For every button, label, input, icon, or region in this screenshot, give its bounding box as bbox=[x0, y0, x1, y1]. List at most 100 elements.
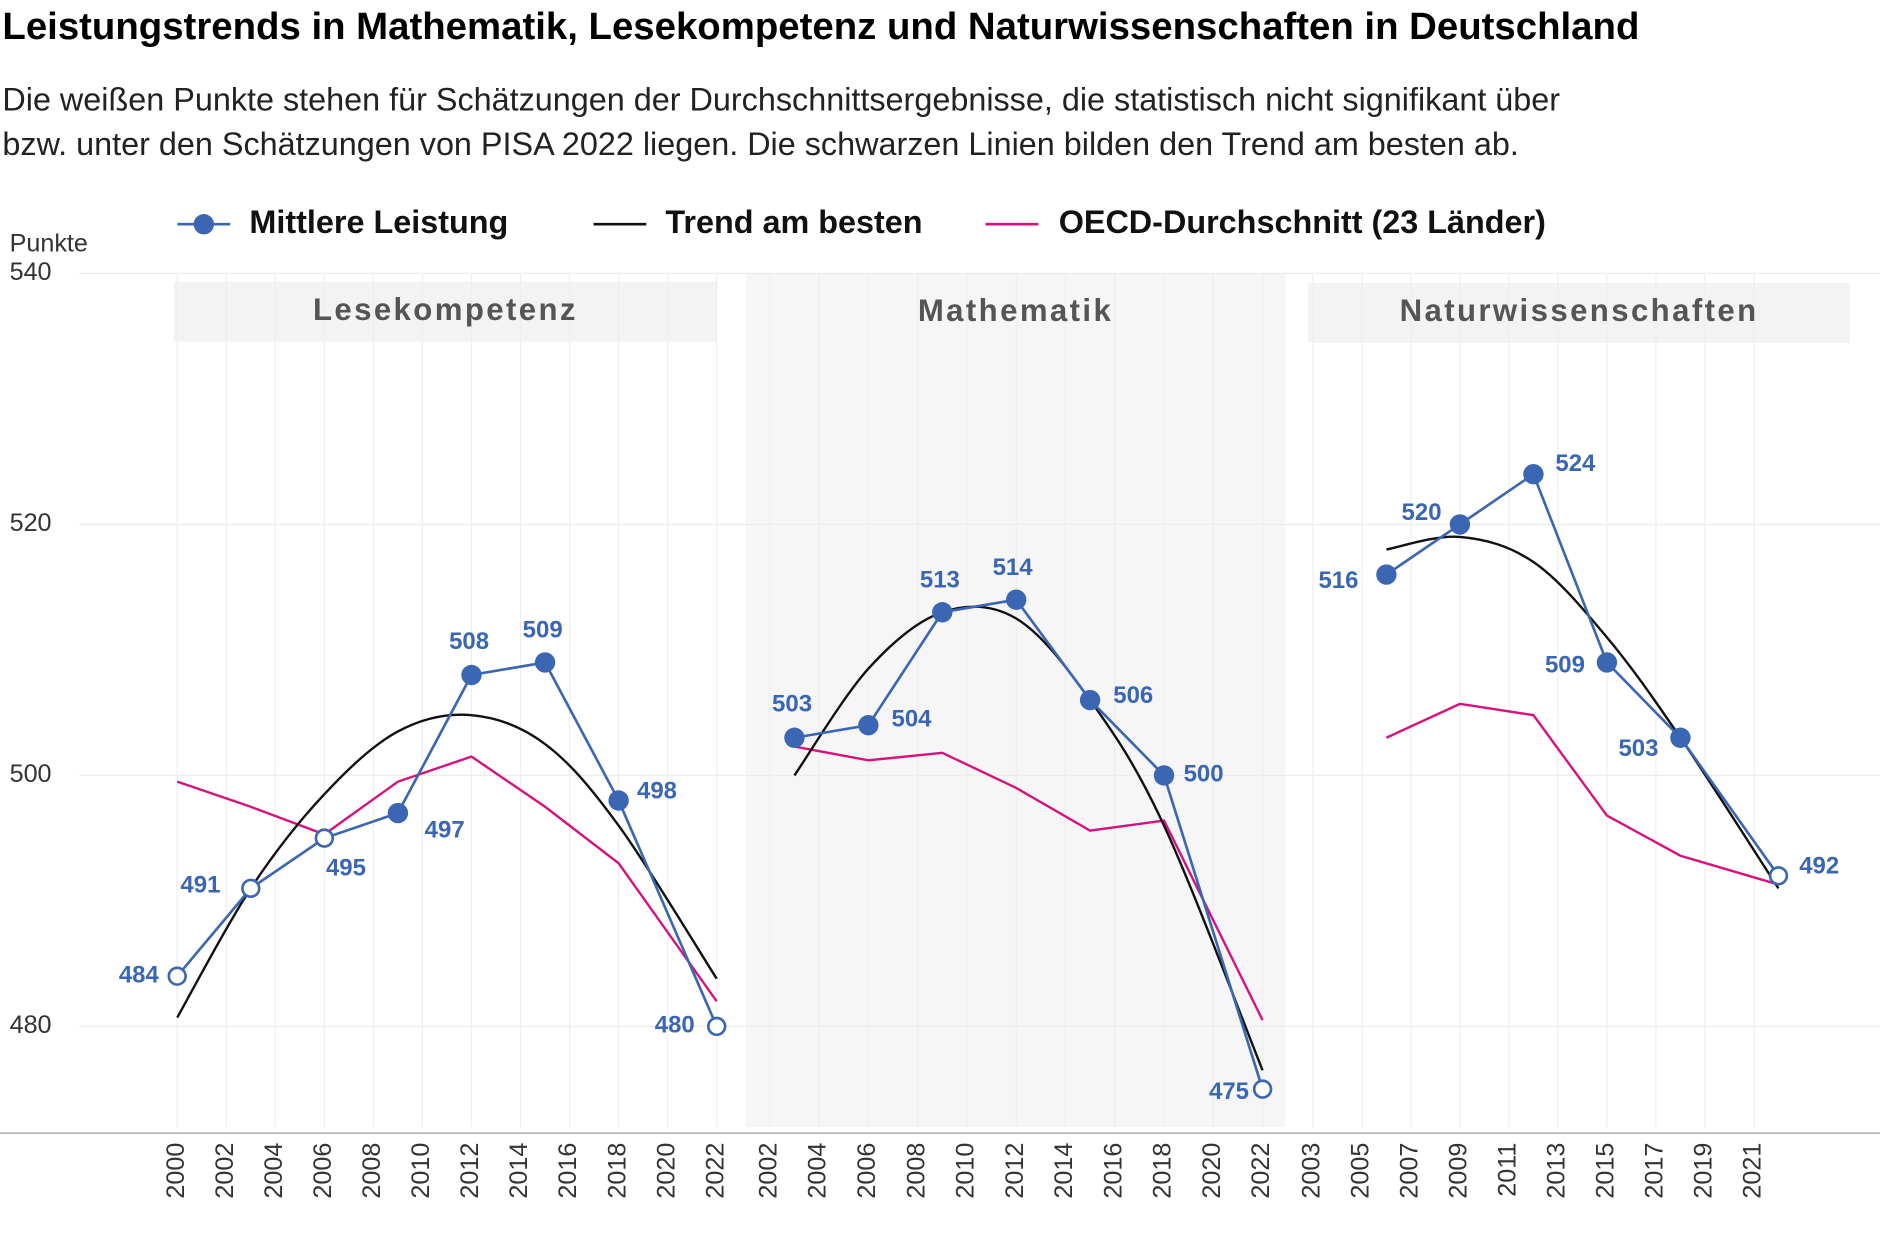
value-label: 500 bbox=[1184, 761, 1224, 788]
data-point bbox=[461, 664, 482, 686]
x-tick-label: 2005 bbox=[1347, 1143, 1375, 1199]
x-tick-label: 2008 bbox=[358, 1143, 386, 1199]
x-tick-label: 2006 bbox=[853, 1143, 881, 1199]
value-label: 524 bbox=[1555, 450, 1596, 477]
x-tick-label: 2004 bbox=[260, 1143, 288, 1199]
x-tick-label: 2014 bbox=[505, 1143, 533, 1199]
y-axis-label: Punkte bbox=[10, 229, 88, 257]
x-tick-label: 2002 bbox=[211, 1143, 239, 1199]
x-tick-label: 2012 bbox=[456, 1143, 484, 1199]
data-point bbox=[314, 828, 335, 848]
data-point bbox=[1670, 727, 1691, 748]
x-tick-label: 2010 bbox=[407, 1143, 435, 1199]
x-tick-label: 2014 bbox=[1050, 1143, 1078, 1199]
performance-line bbox=[1385, 472, 1780, 877]
x-tick-label: 2021 bbox=[1739, 1143, 1767, 1199]
value-label: 503 bbox=[772, 691, 812, 718]
legend-label: OECD-Durchschnitt (23 Länder) bbox=[1059, 204, 1546, 240]
x-tick-label: 2019 bbox=[1690, 1143, 1718, 1199]
value-label: 509 bbox=[1545, 651, 1585, 678]
value-label: 509 bbox=[523, 617, 563, 644]
value-label: 495 bbox=[326, 855, 366, 882]
data-point bbox=[608, 790, 629, 811]
oecd-line bbox=[176, 755, 718, 1002]
x-tick-label: 2017 bbox=[1641, 1143, 1669, 1199]
x-tick-label: 2012 bbox=[1001, 1143, 1029, 1199]
panel-title: Naturwissenschaften bbox=[1400, 293, 1759, 328]
x-tick-label: 2006 bbox=[309, 1143, 337, 1199]
value-label: 520 bbox=[1402, 499, 1442, 526]
data-point bbox=[1376, 564, 1397, 585]
x-tick-label: 2008 bbox=[902, 1143, 930, 1199]
performance-line bbox=[176, 660, 718, 1027]
value-label: 516 bbox=[1318, 567, 1358, 594]
data-point bbox=[1006, 589, 1027, 610]
value-label: 484 bbox=[119, 962, 160, 989]
x-tick-label: 2015 bbox=[1592, 1143, 1620, 1199]
legend-label: Mittlere Leistung bbox=[249, 204, 508, 240]
data-point bbox=[1596, 652, 1618, 673]
data-point bbox=[167, 966, 187, 986]
panel-title: Mathematik bbox=[918, 293, 1113, 328]
grid-layer bbox=[79, 272, 1880, 1128]
x-tick-label: 2020 bbox=[652, 1143, 680, 1199]
data-point bbox=[784, 727, 805, 748]
x-tick-label: 2003 bbox=[1298, 1143, 1326, 1199]
trend-line bbox=[1386, 535, 1780, 890]
value-label: 513 bbox=[920, 566, 960, 593]
y-tick-label: 520 bbox=[10, 509, 52, 537]
data-point bbox=[1252, 1079, 1273, 1099]
subtitle-line: Die weißen Punkte stehen für Schätzungen… bbox=[2, 81, 1560, 117]
y-tick-label: 480 bbox=[10, 1011, 52, 1039]
y-tick-label: 500 bbox=[10, 760, 52, 788]
panel-title: Lesekompetenz bbox=[313, 292, 578, 327]
legend-label: Trend am besten bbox=[665, 204, 922, 240]
data-point bbox=[858, 715, 879, 736]
x-tick-label: 2020 bbox=[1198, 1143, 1226, 1199]
x-tick-label: 2011 bbox=[1494, 1143, 1522, 1197]
x-tick-label: 2018 bbox=[603, 1143, 631, 1199]
value-label: 491 bbox=[180, 871, 220, 898]
value-label: 497 bbox=[425, 816, 465, 843]
value-label: 503 bbox=[1618, 735, 1658, 762]
background-layer bbox=[173, 273, 1851, 1128]
data-point bbox=[1079, 689, 1101, 711]
data-point bbox=[534, 652, 556, 673]
value-label: 514 bbox=[993, 554, 1034, 581]
data-point bbox=[707, 1016, 727, 1037]
data-point bbox=[932, 602, 953, 623]
x-tick-label: 2016 bbox=[1099, 1143, 1127, 1199]
data-point bbox=[241, 878, 261, 899]
chart-title: Leistungstrends in Mathematik, Lesekompe… bbox=[2, 5, 1639, 48]
value-label: 475 bbox=[1209, 1078, 1249, 1105]
x-tick-label: 2009 bbox=[1445, 1143, 1473, 1199]
value-label: 506 bbox=[1113, 682, 1153, 709]
trend-line bbox=[793, 605, 1264, 1071]
x-tick-label: 2010 bbox=[952, 1143, 980, 1199]
panel-strip bbox=[1308, 282, 1851, 343]
data-point bbox=[1449, 514, 1471, 535]
x-tick-label: 2016 bbox=[554, 1143, 582, 1199]
data-point bbox=[1153, 765, 1175, 786]
trend-line bbox=[176, 713, 718, 1019]
panel-strip bbox=[173, 281, 717, 342]
value-label: 504 bbox=[892, 706, 933, 733]
x-tick-label: 2002 bbox=[754, 1143, 782, 1199]
x-tick-label: 2013 bbox=[1543, 1143, 1571, 1199]
value-label: 492 bbox=[1799, 853, 1839, 880]
value-label: 508 bbox=[449, 628, 489, 655]
x-tick-label: 2022 bbox=[1247, 1143, 1275, 1199]
value-label: 498 bbox=[637, 777, 677, 804]
x-tick-label: 2004 bbox=[804, 1143, 832, 1199]
x-tick-label: 2007 bbox=[1396, 1143, 1424, 1199]
oecd-line bbox=[1385, 702, 1779, 886]
legend-marker bbox=[193, 214, 215, 235]
subtitle-line: bzw. unter den Schätzungen von PISA 2022… bbox=[2, 126, 1519, 162]
panel-background bbox=[745, 273, 1286, 1128]
x-tick-label: 2018 bbox=[1149, 1143, 1177, 1199]
data-point bbox=[387, 802, 409, 824]
value-label: 480 bbox=[655, 1012, 695, 1039]
data-point bbox=[1523, 464, 1544, 485]
